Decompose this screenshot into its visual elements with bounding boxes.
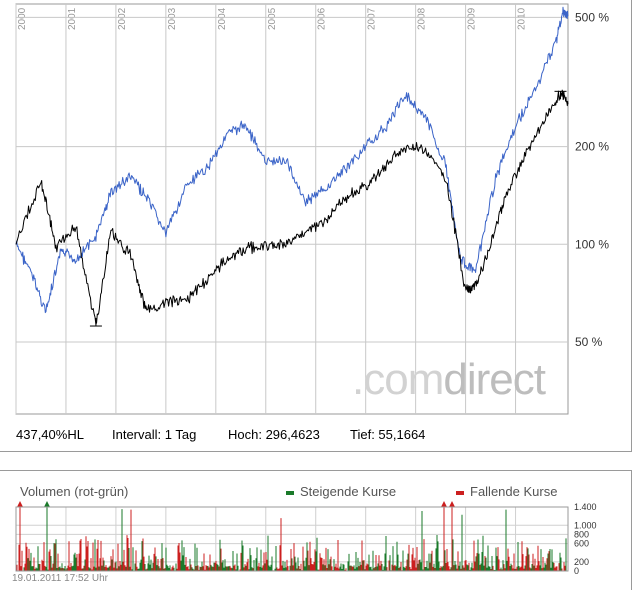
volume-overflow-arrow: [449, 501, 455, 507]
y-tick-label: 50 %: [575, 335, 603, 349]
legend-rising-swatch: [286, 490, 294, 495]
vol-frame: [15, 506, 569, 572]
volume-overflow-arrow: [17, 501, 23, 507]
stat-high: Hoch: 296,4623: [228, 427, 320, 442]
volume-overflow-arrow: [441, 501, 447, 507]
stat-low: Tief: 55,1664: [350, 427, 426, 442]
comdirect-watermark: .comdirect: [352, 355, 546, 405]
vol-y-tick-label: 200: [574, 557, 589, 567]
x-tick-label: 2006: [317, 7, 328, 30]
x-tick-label: 2010: [517, 7, 528, 30]
legend-falling-swatch: [456, 490, 464, 495]
volume-overflow-arrow: [44, 501, 50, 507]
vol-y-tick-label: 1.400: [574, 502, 597, 512]
stat-hl: 437,40%HL: [16, 427, 84, 442]
x-tick-label: 2003: [167, 7, 178, 30]
timestamp: 19.01.2011 17:52 Uhr: [12, 573, 109, 584]
volume-title: Volumen (rot-grün): [20, 484, 129, 499]
y-tick-label: 100 %: [575, 237, 609, 251]
vol-y-tick-label: 600: [574, 539, 589, 549]
x-tick-label: 2002: [117, 7, 128, 30]
vol-y-tick-label: 800: [574, 529, 589, 539]
x-tick-label: 2005: [267, 7, 278, 30]
legend-falling-label: Fallende Kurse: [470, 484, 558, 499]
stat-interval: Intervall: 1 Tag: [112, 427, 197, 442]
x-tick-label: 2004: [217, 7, 228, 30]
vol-y-tick-label: 1.000: [574, 520, 597, 530]
y-tick-label: 200 %: [575, 140, 609, 154]
watermark-direct: direct: [443, 355, 546, 404]
legend-rising: Steigende Kurse: [286, 484, 396, 499]
series-black-line: [15, 89, 569, 325]
legend-rising-label: Steigende Kurse: [300, 484, 397, 499]
legend-falling: Fallende Kurse: [456, 484, 557, 499]
x-tick-label: 2009: [467, 7, 478, 30]
volume-panel: 1.400 1.000 800 600 200 0: [0, 470, 632, 590]
x-tick-label: 2001: [67, 7, 78, 30]
main-price-chart: 2000 2001 2002 2003 2004 2005 2006 2007 2008 2009…: [0, 0, 632, 452]
y-tick-label: 500 %: [575, 10, 609, 24]
price-chart-svg: 2000 2001 2002 2003 2004 2005 2006 2007 2008 2009…: [15, 3, 609, 415]
vol-y-tick-label: 0: [574, 566, 579, 576]
x-tick-label: 2000: [17, 7, 28, 30]
x-tick-label: 2007: [367, 7, 378, 30]
x-tick-label: 2008: [417, 7, 428, 30]
series-blue-line: [15, 6, 569, 314]
plot-frame: [15, 3, 569, 415]
watermark-dotcom: .com: [352, 355, 444, 404]
